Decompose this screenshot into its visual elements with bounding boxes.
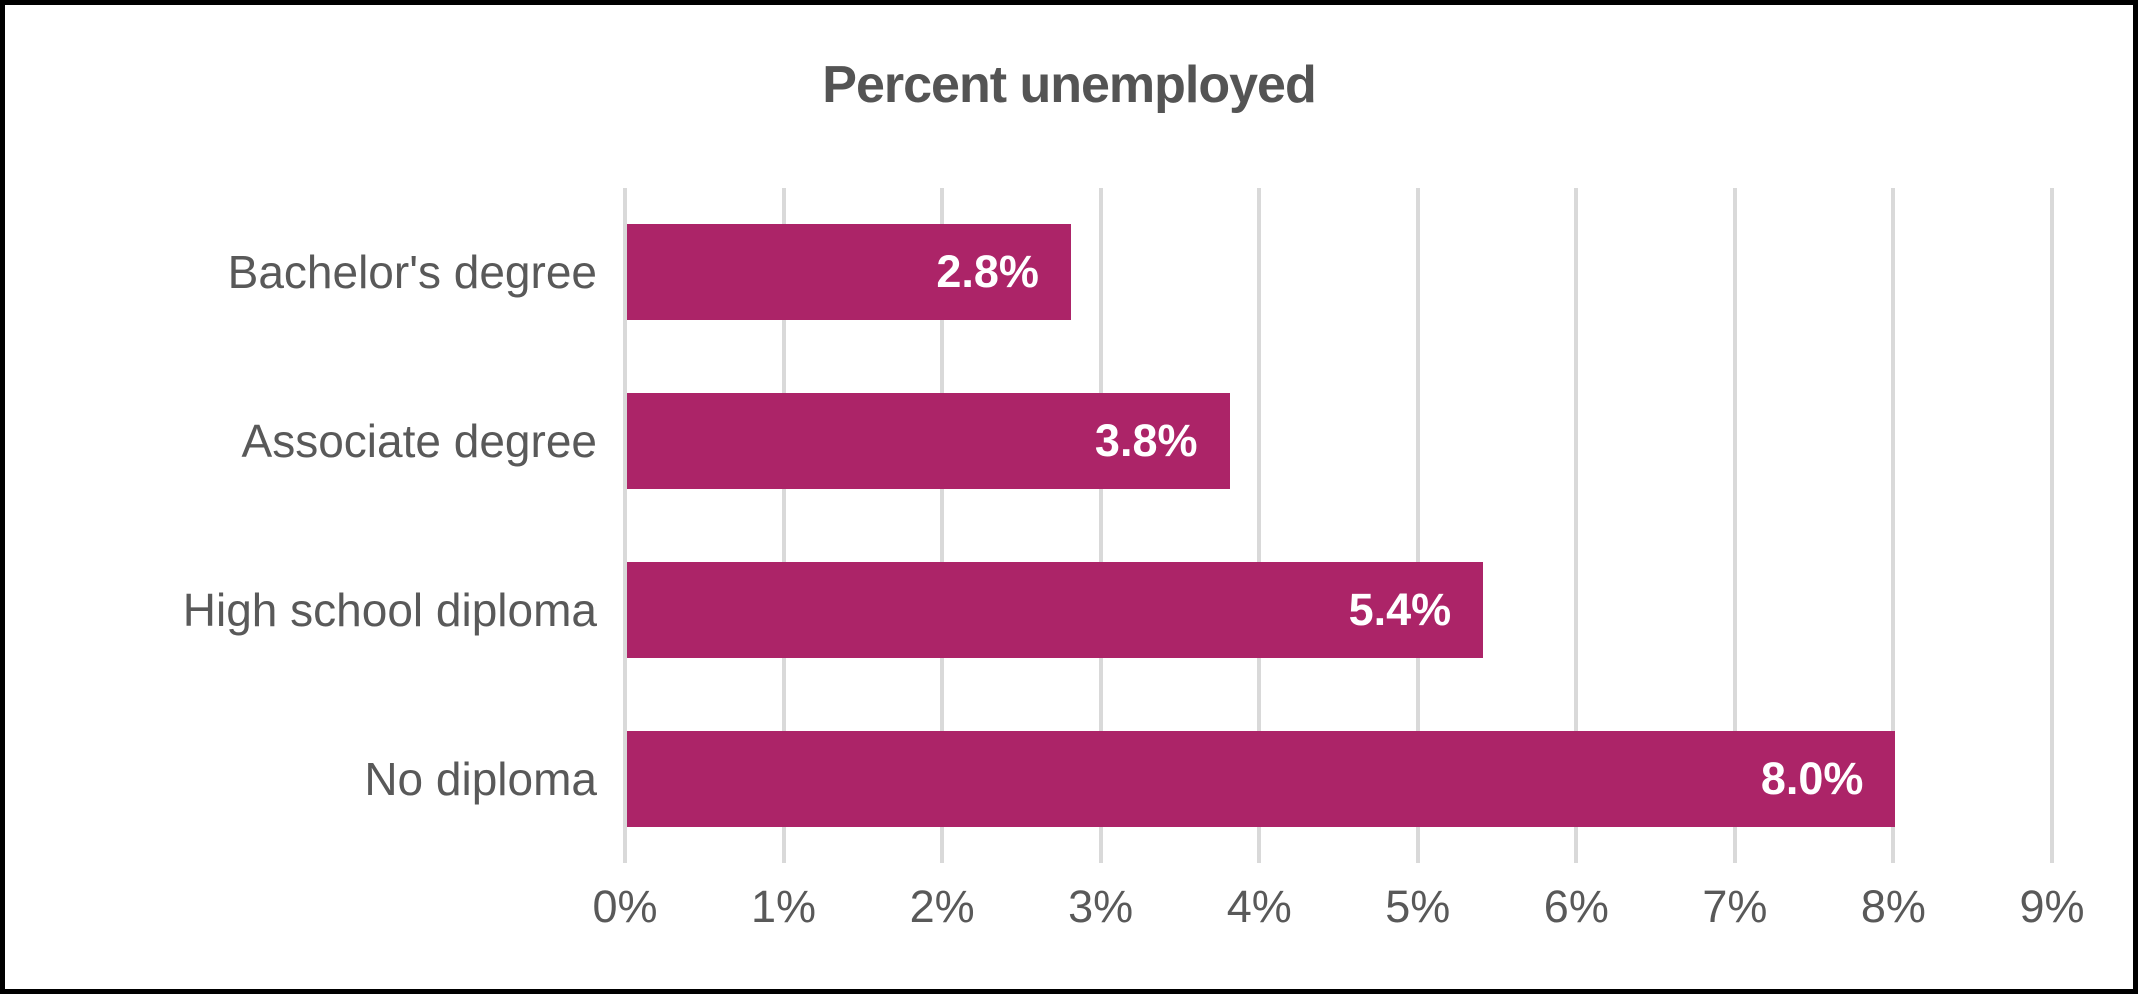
x-tick-label: 0% [592, 881, 658, 932]
gridline [1732, 188, 1737, 863]
x-tick-label: 4% [1226, 881, 1292, 932]
gridline [1891, 188, 1896, 863]
bar-2: 3.8% [627, 393, 1230, 490]
x-tick-label: 1% [751, 881, 817, 932]
gridline [1257, 188, 1262, 863]
category-label: High school diploma [182, 583, 597, 636]
bar-1: 2.8% [627, 224, 1071, 321]
x-tick-label: 3% [1068, 881, 1134, 932]
gridline [1574, 188, 1579, 863]
gridline [1415, 188, 1420, 863]
category-label: No diploma [364, 752, 597, 805]
x-tick-label: 9% [2019, 881, 2085, 932]
x-tick-label: 7% [1702, 881, 1768, 932]
gridline [1098, 188, 1103, 863]
x-tick-label: 5% [1385, 881, 1451, 932]
gridline [781, 188, 786, 863]
bar-value-label: 2.8% [936, 246, 1039, 298]
bar-4: 8.0% [627, 730, 1896, 827]
category-label: Bachelor's degree [227, 246, 597, 299]
gridline [623, 188, 627, 863]
gridline [2050, 188, 2054, 863]
bar-value-label: 8.0% [1760, 752, 1864, 804]
x-tick-label: 2% [909, 881, 975, 932]
category-label: Associate degree [241, 415, 597, 468]
plot-area [623, 188, 2054, 863]
x-tick-label: 8% [1860, 881, 1926, 932]
gridline [940, 188, 945, 863]
bar-3: 5.4% [627, 561, 1484, 658]
bar-value-label: 5.4% [1348, 583, 1452, 635]
bar-value-label: 3.8% [1094, 415, 1198, 467]
chart-title: Percent unemployed [822, 56, 1316, 114]
x-tick-label: 6% [1543, 881, 1609, 932]
